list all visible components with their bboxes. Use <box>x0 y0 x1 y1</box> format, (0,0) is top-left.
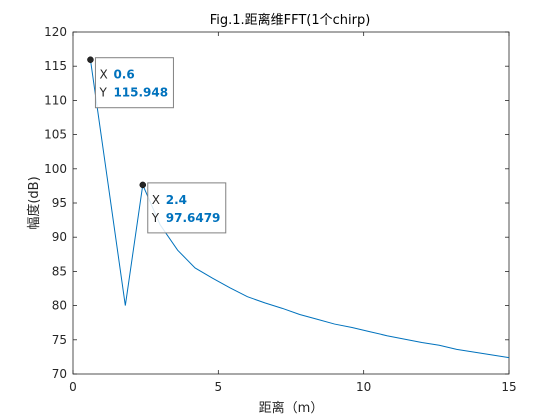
datatip-y-value: 115.948 <box>113 86 168 100</box>
y-tick-label: 105 <box>44 128 67 142</box>
datatip[interactable]: X 2.4 Y 97.6479 <box>140 182 226 233</box>
y-tick-label: 80 <box>52 299 67 313</box>
y-tick-label: 115 <box>44 59 67 73</box>
y-tick-label: 85 <box>52 264 67 278</box>
datatip-box <box>95 58 173 108</box>
y-tick-label: 120 <box>44 25 67 39</box>
y-tick-label: 70 <box>52 367 67 381</box>
datatip-x-label: X <box>99 68 107 82</box>
datatip-marker[interactable] <box>87 57 93 63</box>
x-tick-label: 5 <box>215 380 223 394</box>
datatip-y-value: 97.6479 <box>166 211 221 225</box>
datatip-box <box>148 183 226 233</box>
y-axis-label: 幅度(dB) <box>26 176 42 229</box>
x-tick-label: 0 <box>69 380 77 394</box>
y-tick-label: 110 <box>44 93 67 107</box>
datatip-y-label: Y <box>151 211 160 225</box>
y-tick-label: 95 <box>52 196 67 210</box>
x-tick-label: 10 <box>356 380 371 394</box>
y-tick-label: 75 <box>52 333 67 347</box>
chart-title: Fig.1.距离维FFT(1个chirp) <box>210 12 371 28</box>
y-tick-label: 90 <box>52 230 67 244</box>
datatip-marker[interactable] <box>140 182 146 188</box>
datatip-x-value: 2.4 <box>166 193 187 207</box>
datatip-y-label: Y <box>98 86 107 100</box>
datatip-x-label: X <box>152 193 160 207</box>
datatip-x-value: 0.6 <box>113 68 134 82</box>
x-axis-label: 距离（m） <box>259 400 324 416</box>
datatip[interactable]: X 0.6 Y 115.948 <box>87 57 173 108</box>
y-tick-label: 100 <box>44 162 67 176</box>
x-tick-label: 15 <box>501 380 516 394</box>
